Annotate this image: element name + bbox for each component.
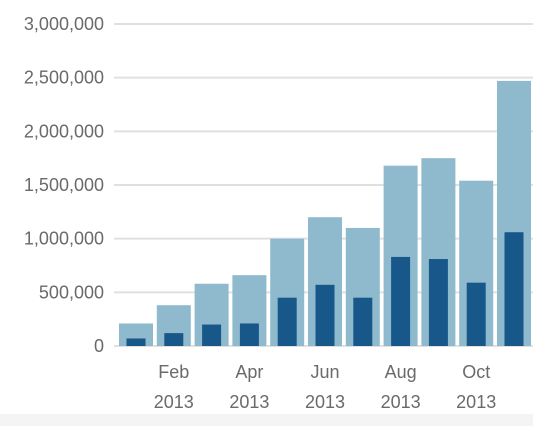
y-tick-label: 1,500,000 xyxy=(24,175,104,195)
bar-series-2 xyxy=(428,259,448,346)
bar-series-2 xyxy=(315,284,335,346)
y-tick-label: 2,000,000 xyxy=(24,121,104,141)
bar-series-2 xyxy=(466,282,486,346)
bar-series-2 xyxy=(202,324,222,346)
x-tick-label-year: 2013 xyxy=(381,392,421,412)
bar-series-2 xyxy=(126,338,146,346)
x-tick-label-month: Aug xyxy=(385,362,417,382)
x-tick-label-month: Jun xyxy=(310,362,339,382)
x-tick-label-month: Apr xyxy=(235,362,263,382)
bar-series-2 xyxy=(353,297,373,346)
x-tick-label-month: Oct xyxy=(462,362,490,382)
bars xyxy=(119,80,531,347)
x-tick-label-month: Feb xyxy=(158,362,189,382)
x-tick-label-year: 2013 xyxy=(456,392,496,412)
y-axis-tick-labels: 0 500,000 1,000,000 1,500,000 2,000,000 2,500… xyxy=(24,14,104,356)
bar-series-2 xyxy=(277,297,297,346)
bottom-band xyxy=(0,414,533,426)
y-tick-label: 0 xyxy=(94,336,104,356)
bar-series-2 xyxy=(504,232,524,346)
x-tick-label-year: 2013 xyxy=(305,392,345,412)
bar-series-2 xyxy=(164,333,184,346)
y-tick-label: 2,500,000 xyxy=(24,68,104,88)
y-tick-label: 1,000,000 xyxy=(24,229,104,249)
bar-series-2 xyxy=(239,323,259,346)
y-tick-label: 3,000,000 xyxy=(24,14,104,34)
x-axis-tick-labels: Feb2013Apr2013Jun2013Aug2013Oct2013Dec2 xyxy=(154,362,496,412)
x-tick-label-year: 2013 xyxy=(229,392,269,412)
x-tick-label-year: 2013 xyxy=(154,392,194,412)
y-tick-label: 500,000 xyxy=(39,282,104,302)
bar-series-2 xyxy=(391,256,411,346)
